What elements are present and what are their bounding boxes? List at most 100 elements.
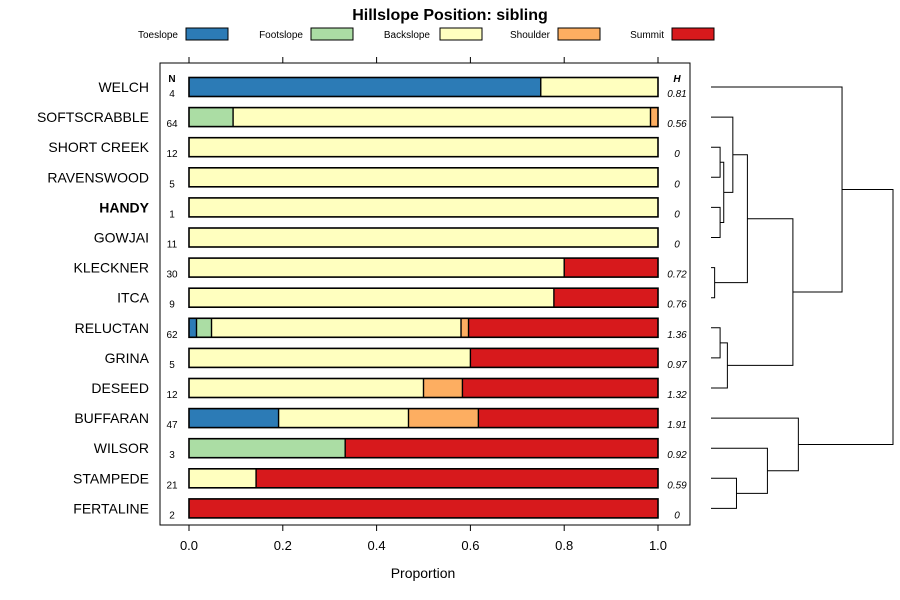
- h-value-short-creek: 0: [674, 149, 680, 160]
- row-label-itca: ITCA: [117, 290, 150, 306]
- h-column-header: H: [673, 74, 681, 85]
- bar-outline-gowjai: [188, 227, 659, 248]
- dendrogram-merge-11: [711, 417, 799, 472]
- bar-segment-itca-backslope: [189, 288, 554, 308]
- n-value-itca: 9: [169, 300, 175, 311]
- bar-segment-fertaline-summit: [189, 498, 658, 518]
- row-label-gowjai: GOWJAI: [94, 230, 149, 246]
- x-tick-label-3: 0.6: [461, 538, 479, 553]
- bar-segment-stampede-summit: [256, 468, 658, 488]
- bar-segment-buffaran-backslope: [278, 408, 409, 428]
- x-axis-label: Proportion: [391, 565, 456, 581]
- row-label-welch: WELCH: [98, 79, 149, 95]
- row-label-grina: GRINA: [105, 350, 150, 366]
- dendrogram: [711, 86, 894, 509]
- x-tick-label-4: 0.8: [555, 538, 573, 553]
- h-value-fertaline: 0: [674, 510, 680, 521]
- bar-segment-wilsor-summit: [345, 438, 658, 458]
- legend-label-shoulder: Shoulder: [510, 30, 551, 41]
- bar-segment-handy-backslope: [189, 197, 658, 217]
- h-value-softscrabble: 0.56: [667, 119, 687, 130]
- legend-swatch-toeslope: [185, 27, 229, 41]
- bar-segment-reluctan-backslope: [211, 318, 462, 338]
- legend-label-toeslope: Toeslope: [138, 30, 178, 41]
- row-label-stampede: STAMPEDE: [73, 470, 149, 486]
- legend-label-backslope: Backslope: [384, 30, 431, 41]
- n-value-softscrabble: 64: [166, 119, 178, 130]
- bar-outline-kleckner: [188, 257, 659, 278]
- chart-title: Hillslope Position: sibling: [352, 7, 548, 24]
- h-value-deseed: 1.32: [667, 390, 687, 401]
- bar-outline-handy: [188, 197, 659, 218]
- n-value-welch: 4: [169, 89, 175, 100]
- bar-segment-ravenswood-backslope: [189, 167, 658, 187]
- bar-segment-welch-toeslope: [189, 77, 541, 97]
- n-value-wilsor: 3: [169, 450, 175, 461]
- n-value-reluctan: 62: [166, 330, 178, 341]
- bar-outline-wilsor: [188, 437, 659, 459]
- bar-segment-grina-backslope: [189, 348, 471, 368]
- h-value-itca: 0.76: [667, 300, 687, 311]
- plot-area: WELCH 4 0.81 SOFTSCRABBLE 64 0.56 SHORT CREEK 1…: [37, 62, 691, 526]
- h-value-wilsor: 0.92: [667, 450, 687, 461]
- bar-segment-deseed-backslope: [189, 378, 424, 398]
- bar-segment-reluctan-shoulder: [461, 318, 469, 338]
- bar-segment-itca-summit: [553, 288, 658, 308]
- h-value-reluctan: 1.36: [667, 330, 687, 341]
- row-label-short-creek: SHORT CREEK: [48, 139, 149, 155]
- bar-segment-kleckner-summit: [564, 258, 658, 278]
- row-label-fertaline: FERTALINE: [73, 500, 149, 516]
- plot-frame: [159, 62, 691, 526]
- dendrogram-merge-7: [714, 154, 748, 284]
- bar-segment-short-creek-backslope: [189, 137, 658, 157]
- n-value-handy: 1: [169, 209, 175, 220]
- dendrogram-merge-12: [711, 86, 843, 293]
- dendrogram-merge-4: [720, 161, 725, 223]
- bar-outline-itca: [188, 287, 659, 309]
- bar-segment-softscrabble-shoulder: [650, 107, 658, 127]
- x-tick-label-5: 1.0: [649, 538, 667, 553]
- h-value-gowjai: 0: [674, 240, 680, 251]
- bar-outline-stampede: [188, 467, 659, 489]
- n-value-gowjai: 11: [167, 240, 178, 251]
- n-value-short-creek: 12: [166, 149, 178, 160]
- h-value-buffaran: 1.91: [667, 420, 686, 431]
- h-value-grina: 0.97: [667, 360, 687, 371]
- dendrogram-merge-0: [711, 146, 721, 178]
- dendrogram-merge-2: [711, 267, 716, 299]
- bar-outline-deseed: [188, 377, 659, 399]
- bar-segment-gowjai-backslope: [189, 228, 658, 247]
- dendrogram-merge-9: [711, 477, 737, 509]
- bar-segment-reluctan-toeslope: [189, 318, 197, 338]
- n-value-buffaran: 47: [166, 420, 178, 431]
- bar-outline-welch: [188, 76, 659, 98]
- bar-segment-deseed-shoulder: [423, 378, 463, 398]
- bar-outline-ravenswood: [188, 167, 659, 188]
- bar-segment-buffaran-toeslope: [189, 408, 279, 428]
- row-label-ravenswood: RAVENSWOOD: [47, 169, 149, 185]
- bar-segment-softscrabble-backslope: [233, 107, 651, 127]
- bar-outline-buffaran: [188, 407, 659, 429]
- bar-segment-kleckner-backslope: [189, 258, 565, 278]
- dendrogram-merge-10: [711, 447, 768, 494]
- bar-segment-buffaran-summit: [478, 408, 658, 428]
- n-column-header: N: [168, 74, 175, 85]
- n-value-grina: 5: [169, 360, 175, 371]
- bar-outline-short-creek: [188, 136, 659, 158]
- bar-segment-reluctan-summit: [468, 318, 658, 338]
- legend-swatch-summit: [671, 27, 715, 41]
- bar-outline-softscrabble: [188, 106, 659, 128]
- legend-swatch-footslope: [310, 27, 354, 41]
- row-label-handy: HANDY: [99, 199, 149, 215]
- dendrogram-merge-13: [798, 189, 894, 445]
- row-label-buffaran: BUFFARAN: [74, 410, 149, 426]
- row-label-softscrabble: SOFTSCRABBLE: [37, 109, 149, 125]
- bar-outline-grina: [188, 347, 659, 369]
- dendrogram-merge-1: [711, 206, 721, 238]
- n-value-fertaline: 2: [169, 510, 175, 521]
- bar-segment-wilsor-footslope: [189, 438, 346, 458]
- legend-label-summit: Summit: [630, 30, 664, 41]
- dendrogram-merge-6: [711, 342, 728, 389]
- dendrogram-merge-5: [711, 116, 734, 193]
